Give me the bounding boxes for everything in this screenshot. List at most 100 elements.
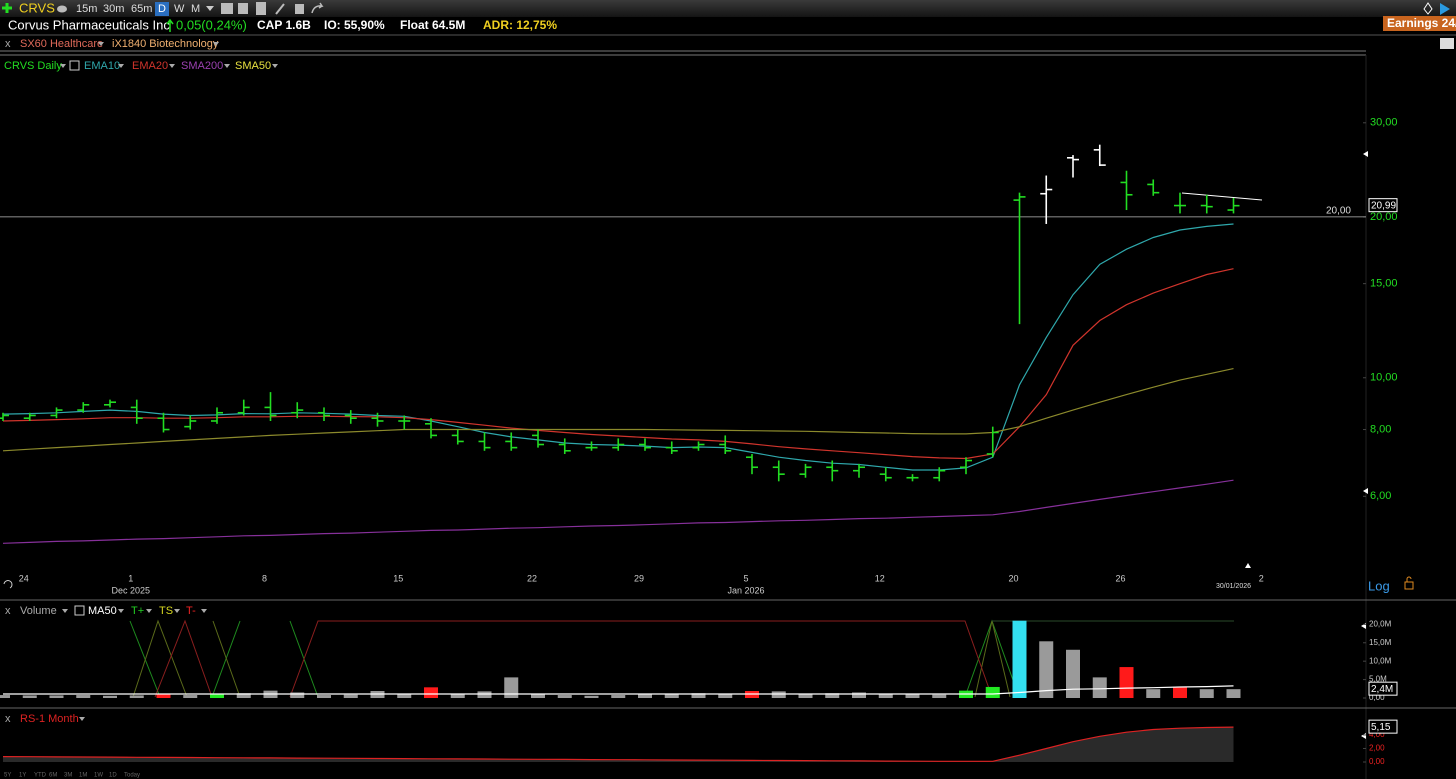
tool-icon[interactable] bbox=[311, 2, 324, 14]
tool-icon[interactable] bbox=[256, 2, 266, 15]
interval[interactable]: 15m bbox=[76, 3, 97, 15]
sector[interactable]: SX60 Healthcare bbox=[20, 38, 103, 50]
y-tick-label: 10,00 bbox=[1370, 372, 1398, 384]
tool-icon[interactable] bbox=[295, 4, 304, 14]
range-button[interactable]: YTD bbox=[34, 773, 47, 779]
volume-bar bbox=[290, 692, 305, 698]
volume-bar bbox=[878, 693, 893, 698]
x-tick-label: 29 bbox=[634, 573, 644, 583]
lock-icon[interactable] bbox=[1404, 576, 1414, 590]
volume-bar bbox=[905, 694, 920, 698]
add-icon[interactable] bbox=[2, 3, 12, 13]
price-label: 5,15 bbox=[1371, 722, 1391, 733]
dropdown-arrow[interactable] bbox=[213, 42, 219, 46]
volume-bar bbox=[156, 693, 171, 698]
symbol[interactable]: CRVS bbox=[19, 0, 55, 15]
interval[interactable]: D bbox=[158, 3, 166, 15]
price-change: 0,05(0,24%) bbox=[176, 17, 247, 32]
cursor-date: 30/01/2026 bbox=[1216, 583, 1251, 590]
price-label: 20,99 bbox=[1371, 200, 1396, 211]
y-tick-label: 30,00 bbox=[1370, 117, 1398, 129]
tool-icon[interactable] bbox=[275, 3, 285, 15]
legend-entry[interactable]: EMA20 bbox=[132, 60, 168, 72]
price-label: 2,4M bbox=[1371, 684, 1393, 695]
y-tick-label: 20,00 bbox=[1370, 211, 1398, 223]
price-label-box bbox=[1368, 719, 1398, 734]
sector-row: x SX60 Healthcare iX1840 Biotechnology bbox=[5, 38, 1454, 50]
play-icon[interactable] bbox=[1440, 3, 1450, 15]
company-name: Corvus Pharmaceuticals Inc bbox=[8, 17, 170, 32]
range-button[interactable]: 6M bbox=[49, 773, 57, 779]
y-tick-label: 5,0M bbox=[1369, 675, 1387, 684]
range-button[interactable]: 1W bbox=[94, 773, 103, 779]
tool-icon[interactable] bbox=[57, 5, 67, 13]
volume-bar bbox=[0, 695, 10, 698]
panel-name: RS-1 Month bbox=[20, 713, 79, 725]
close-button[interactable]: x bbox=[5, 713, 11, 725]
grid-icon bbox=[74, 605, 85, 616]
interval[interactable]: W bbox=[174, 3, 185, 15]
float: Float 64.5M bbox=[400, 18, 465, 32]
y-tick-label: 20,0M bbox=[1369, 619, 1392, 628]
axis-markers bbox=[1361, 151, 1368, 739]
trend-indicators bbox=[129, 619, 1234, 698]
y-tick-label: 15,0M bbox=[1369, 638, 1392, 647]
x-tick-label: 5 bbox=[743, 573, 748, 583]
x-tick-label: 8 bbox=[262, 573, 267, 583]
panel-name: Volume bbox=[20, 605, 57, 617]
level-label: 20,00 bbox=[1326, 206, 1351, 217]
legend-entry[interactable]: SMA50 bbox=[235, 60, 271, 72]
volume-bar bbox=[1092, 677, 1107, 698]
interval[interactable]: 30m bbox=[103, 3, 124, 15]
y-tick-label: 4,00 bbox=[1369, 730, 1385, 739]
interval[interactable]: M bbox=[191, 3, 200, 15]
x-month-label: Dec 2025 bbox=[111, 585, 150, 595]
range-button[interactable]: 1D bbox=[109, 773, 117, 779]
close-button[interactable]: x bbox=[5, 38, 11, 50]
legend-entry[interactable]: SMA200 bbox=[181, 60, 223, 72]
y-tick-label: 2,00 bbox=[1369, 744, 1385, 753]
range-button[interactable]: 3M bbox=[64, 773, 72, 779]
range-button[interactable]: 5Y bbox=[4, 773, 11, 779]
legend-name: CRVS Daily bbox=[4, 60, 62, 72]
x-tick-label: 12 bbox=[875, 573, 885, 583]
volume-bar bbox=[771, 691, 786, 698]
range-button[interactable]: Today bbox=[124, 773, 140, 779]
tool-icon[interactable] bbox=[238, 3, 248, 14]
legend-entry[interactable]: EMA10 bbox=[84, 60, 120, 72]
volume-average bbox=[3, 685, 1234, 695]
close-button[interactable]: x bbox=[5, 605, 11, 617]
dropdown-arrow bbox=[174, 609, 180, 613]
range-button[interactable]: 1Y bbox=[19, 773, 26, 779]
x-tick-label: 26 bbox=[1115, 573, 1125, 583]
x-tick-label: 24 bbox=[19, 573, 29, 583]
volume-bar bbox=[504, 677, 519, 698]
y-tick-label: 0,00 bbox=[1369, 757, 1385, 766]
industry[interactable]: iX1840 Biotechnology bbox=[112, 38, 219, 50]
moving-average bbox=[2, 268, 1234, 460]
moving-average bbox=[2, 223, 1234, 471]
volume-bar bbox=[477, 691, 492, 698]
dropdown-arrow[interactable] bbox=[206, 6, 214, 11]
scale-toggle[interactable]: Log bbox=[1368, 578, 1390, 593]
tool-icon[interactable] bbox=[221, 3, 233, 14]
volume-bar bbox=[1012, 620, 1027, 698]
volume-bar bbox=[825, 693, 840, 698]
market-cap: CAP 1.6B bbox=[257, 18, 311, 32]
panel-icon[interactable] bbox=[1440, 38, 1454, 49]
volume-bar bbox=[129, 695, 144, 698]
interval-active-bg bbox=[155, 2, 169, 16]
indicator-entry: T+ bbox=[131, 605, 144, 617]
grid-icon bbox=[69, 60, 80, 71]
dropdown-arrow[interactable] bbox=[98, 42, 104, 46]
x-month-label: Jan 2026 bbox=[727, 585, 764, 595]
x-tick-label: 20 bbox=[1008, 573, 1018, 583]
volume-bar bbox=[1066, 649, 1080, 698]
star-icon[interactable] bbox=[1423, 2, 1433, 15]
change-arrow bbox=[166, 18, 174, 32]
reset-icon[interactable] bbox=[3, 580, 13, 589]
volume-bar bbox=[798, 694, 813, 698]
interval[interactable]: 65m bbox=[131, 3, 152, 15]
range-button[interactable]: 1M bbox=[79, 773, 87, 779]
y-tick-label: 0,00 bbox=[1369, 693, 1385, 702]
